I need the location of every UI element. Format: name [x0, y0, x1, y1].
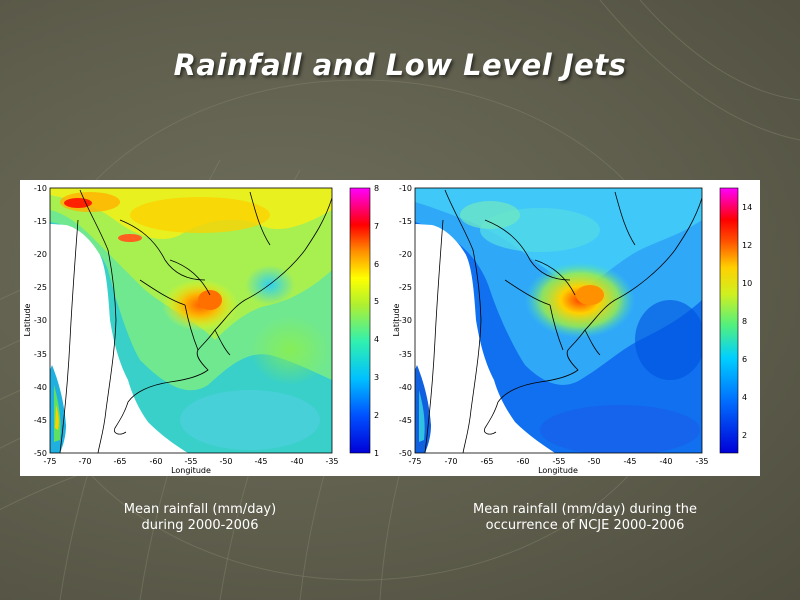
caption-line: Mean rainfall (mm/day) during the	[473, 502, 697, 517]
y-tick-label: -20	[34, 250, 47, 259]
x-tick-label: -50	[219, 457, 232, 466]
y-tick-label: -45	[399, 416, 412, 425]
colorbar-tick: 6	[742, 355, 747, 364]
y-tick-label: -30	[399, 316, 412, 325]
x-tick-label: -75	[43, 457, 56, 466]
colorbar-left: 1 2 3 4 5 6 7 8	[349, 184, 379, 458]
colorbar-tick: 14	[742, 203, 752, 212]
x-tick-label: -55	[552, 457, 565, 466]
x-tick-label: -70	[78, 457, 91, 466]
x-tick-label: -75	[408, 457, 421, 466]
caption-line: during 2000-2006	[141, 518, 259, 533]
y-tick-label: -35	[34, 350, 47, 359]
x-axis-title: Longitude	[538, 466, 578, 475]
y-axis-title: Latitude	[23, 303, 32, 336]
y-tick-label: -10	[34, 184, 47, 193]
rainfall-map-right: -10 -15 -20 -25 -30 -35 -40 -45 -50 -75 …	[392, 184, 752, 475]
y-tick-labels-right: -10 -15 -20 -25 -30 -35 -40 -45 -50	[399, 184, 412, 458]
y-tick-labels-left: -10 -15 -20 -25 -30 -35 -40 -45 -50	[34, 184, 47, 458]
x-tick-label: -55	[184, 457, 197, 466]
y-tick-label: -15	[399, 217, 412, 226]
y-tick-label: -35	[399, 350, 412, 359]
colorbar-tick: 2	[742, 431, 747, 440]
y-tick-label: -15	[34, 217, 47, 226]
x-tick-label: -65	[480, 457, 493, 466]
colorbar-tick: 8	[742, 317, 747, 326]
x-tick-label: -60	[516, 457, 529, 466]
y-tick-label: -30	[34, 316, 47, 325]
caption-line: occurrence of NCJE 2000-2006	[485, 518, 685, 533]
x-tick-label: -60	[149, 457, 162, 466]
y-tick-label: -40	[399, 383, 412, 392]
y-tick-label: -50	[399, 449, 412, 458]
colorbar-tick: 8	[374, 184, 379, 193]
x-tick-label: -40	[290, 457, 303, 466]
x-tick-labels-left: -75 -70 -65 -60 -55 -50 -45 -40 -35	[43, 457, 338, 466]
x-tick-labels-right: -75 -70 -65 -60 -55 -50 -45 -40 -35	[408, 457, 708, 466]
y-axis-title: Latitude	[392, 303, 401, 336]
x-axis-title: Longitude	[171, 466, 211, 475]
colorbar-tick: 1	[374, 449, 379, 458]
x-tick-label: -45	[623, 457, 636, 466]
figure-panel: -10 -15 -20 -25 -30 -35 -40 -45 -50 -75 …	[20, 180, 760, 476]
colorbar-tick: 5	[374, 297, 379, 306]
y-tick-label: -50	[34, 449, 47, 458]
x-tick-label: -65	[113, 457, 126, 466]
y-tick-label: -25	[34, 283, 47, 292]
colorbar-tick: 10	[742, 279, 752, 288]
colorbar-tick: 6	[374, 260, 379, 269]
x-tick-label: -50	[587, 457, 600, 466]
x-tick-label: -40	[659, 457, 672, 466]
colorbar-tick: 4	[374, 335, 379, 344]
caption-line: Mean rainfall (mm/day)	[123, 502, 277, 517]
colorbar-tick: 7	[374, 222, 379, 231]
rainfall-map-left: -10 -15 -20 -25 -30 -35 -40 -45 -50 -75 …	[23, 184, 379, 475]
y-tick-label: -20	[399, 250, 412, 259]
colorbar-tick: 3	[374, 373, 379, 382]
x-tick-label: -70	[444, 457, 457, 466]
x-tick-label: -35	[695, 457, 708, 466]
colorbar-tick: 12	[742, 241, 752, 250]
x-tick-label: -45	[254, 457, 267, 466]
slide-title: Rainfall and Low Level Jets	[173, 48, 627, 82]
y-tick-label: -45	[34, 416, 47, 425]
caption-left: Mean rainfall (mm/day) during 2000-2006	[80, 502, 320, 534]
colorbar-tick: 2	[374, 411, 379, 420]
y-tick-label: -25	[399, 283, 412, 292]
caption-right: Mean rainfall (mm/day) during the occurr…	[425, 502, 745, 534]
y-tick-label: -40	[34, 383, 47, 392]
colorbar-right: 2 4 6 8 10 12 14	[719, 187, 752, 454]
colorbar-tick: 4	[742, 393, 747, 402]
x-tick-label: -35	[325, 457, 338, 466]
y-tick-label: -10	[399, 184, 412, 193]
